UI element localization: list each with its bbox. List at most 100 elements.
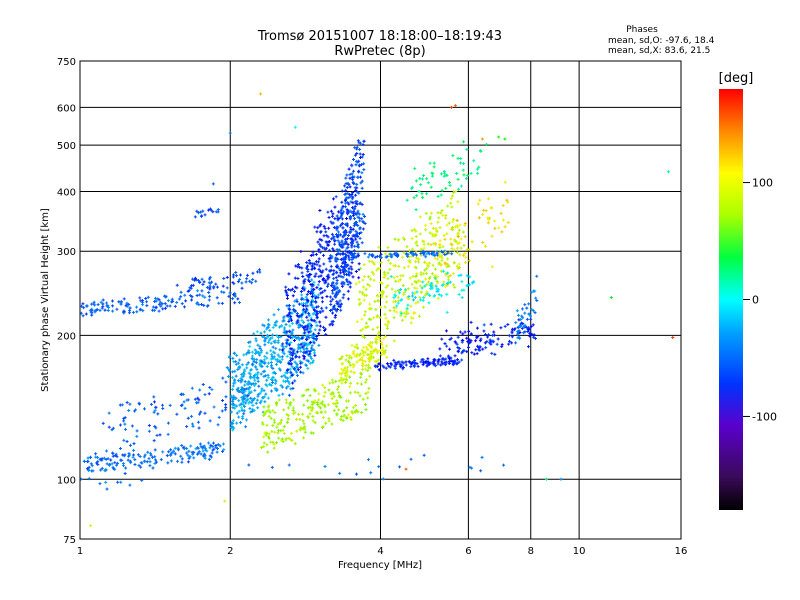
echo-point-2305 — [374, 337, 378, 341]
echo-point-1556 — [358, 147, 362, 151]
echo-point-3051 — [501, 218, 505, 222]
echo-point-1783 — [355, 231, 359, 235]
echo-point-1612 — [345, 280, 349, 284]
echo-point-1236 — [323, 281, 327, 285]
echo-point-1310 — [323, 226, 327, 230]
echo-point-1812 — [332, 408, 336, 412]
echo-point-2244 — [450, 247, 454, 251]
echo-point-2821 — [491, 333, 495, 337]
echo-point-1309 — [318, 269, 322, 273]
echo-point-1239 — [313, 353, 317, 357]
echo-point-757 — [295, 373, 299, 377]
echo-point-401 — [127, 408, 131, 412]
echo-point-450 — [118, 447, 122, 451]
echo-point-2699 — [371, 253, 375, 257]
echo-point-547 — [276, 335, 280, 339]
echo-point-772 — [317, 293, 321, 297]
echo-point-2896 — [399, 287, 403, 291]
echo-point-3108 — [503, 137, 507, 141]
echo-point-2151 — [342, 369, 346, 373]
echo-point-2329 — [405, 245, 409, 249]
echo-point-2396 — [405, 296, 409, 300]
echo-point-211 — [237, 301, 241, 305]
echo-point-3029 — [499, 211, 503, 215]
echo-point-908 — [308, 327, 312, 331]
echo-point-811 — [265, 364, 269, 368]
echo-point-3057 — [429, 243, 433, 247]
echo-point-2221 — [416, 300, 420, 304]
echo-point-1419 — [326, 282, 330, 286]
echo-point-1199 — [287, 287, 291, 291]
echo-point-2813 — [483, 341, 487, 345]
echo-point-2774 — [467, 341, 471, 345]
echo-point-1539 — [352, 169, 356, 173]
echo-point-2011 — [350, 410, 354, 414]
echo-point-2974 — [448, 183, 452, 187]
x-tick-label-6: 16 — [675, 546, 688, 557]
echo-point-2980 — [456, 177, 460, 181]
echo-point-2629 — [424, 360, 428, 364]
echo-point-1730 — [358, 141, 362, 145]
echo-point-2406 — [441, 245, 445, 249]
echo-point-605 — [269, 389, 273, 393]
echo-point-2456 — [437, 262, 441, 266]
echo-point-2430 — [392, 264, 396, 268]
echo-point-520 — [308, 355, 312, 359]
echo-point-1501 — [309, 289, 313, 293]
echo-point-600 — [286, 376, 290, 380]
echo-point-2930 — [398, 291, 402, 295]
echo-point-949 — [310, 278, 314, 282]
echo-point-201 — [195, 302, 199, 306]
echo-point-1656 — [343, 257, 347, 261]
echo-point-1495 — [314, 337, 318, 341]
echo-point-2585 — [444, 363, 448, 367]
echo-point-2409 — [409, 316, 413, 320]
echo-point-2032 — [281, 439, 285, 443]
echo-point-339 — [200, 277, 204, 281]
echo-point-2735 — [508, 339, 512, 343]
echo-point-782 — [310, 344, 314, 348]
echo-point-1808 — [259, 445, 263, 449]
echo-point-145 — [198, 442, 202, 446]
echo-point-1782 — [344, 269, 348, 273]
echo-point-2948 — [413, 167, 417, 171]
echo-point-2956 — [439, 172, 443, 176]
echo-point-2463 — [418, 279, 422, 283]
echo-point-1421 — [349, 271, 353, 275]
echo-point-1403 — [318, 328, 322, 332]
echo-point-2194 — [414, 301, 418, 305]
echo-point-902 — [241, 390, 245, 394]
echo-point-3100 — [104, 480, 108, 484]
echo-point-376 — [196, 211, 200, 215]
echo-point-1511 — [280, 348, 284, 352]
echo-point-3096 — [502, 463, 506, 467]
echo-point-3097 — [367, 458, 371, 462]
echo-point-1358 — [294, 355, 298, 359]
echo-point-1042 — [287, 382, 291, 386]
echo-point-191 — [180, 302, 184, 306]
echo-point-1168 — [320, 296, 324, 300]
echo-point-2372 — [414, 274, 418, 278]
echo-point-2471 — [380, 293, 384, 297]
echo-point-3109 — [497, 135, 501, 139]
echo-point-1505 — [287, 313, 291, 317]
echo-point-152 — [203, 446, 207, 450]
echo-point-2938 — [427, 301, 431, 305]
echo-point-1171 — [329, 209, 333, 213]
echo-point-487 — [134, 408, 138, 412]
echo-point-1424 — [300, 313, 304, 317]
echo-point-470 — [197, 426, 201, 430]
echo-point-484 — [203, 393, 207, 397]
echo-point-2758 — [510, 335, 514, 339]
echo-point-1443 — [322, 246, 326, 250]
echo-point-2862 — [521, 325, 525, 329]
echo-point-2664 — [357, 254, 361, 258]
echo-point-2469 — [422, 242, 426, 246]
echo-point-3050 — [476, 202, 480, 206]
echo-point-3001 — [420, 177, 424, 181]
echo-point-1848 — [366, 390, 370, 394]
echo-point-1941 — [285, 420, 289, 424]
echo-point-890 — [289, 350, 293, 354]
echo-point-134 — [218, 444, 222, 448]
echo-point-2476 — [422, 239, 426, 243]
